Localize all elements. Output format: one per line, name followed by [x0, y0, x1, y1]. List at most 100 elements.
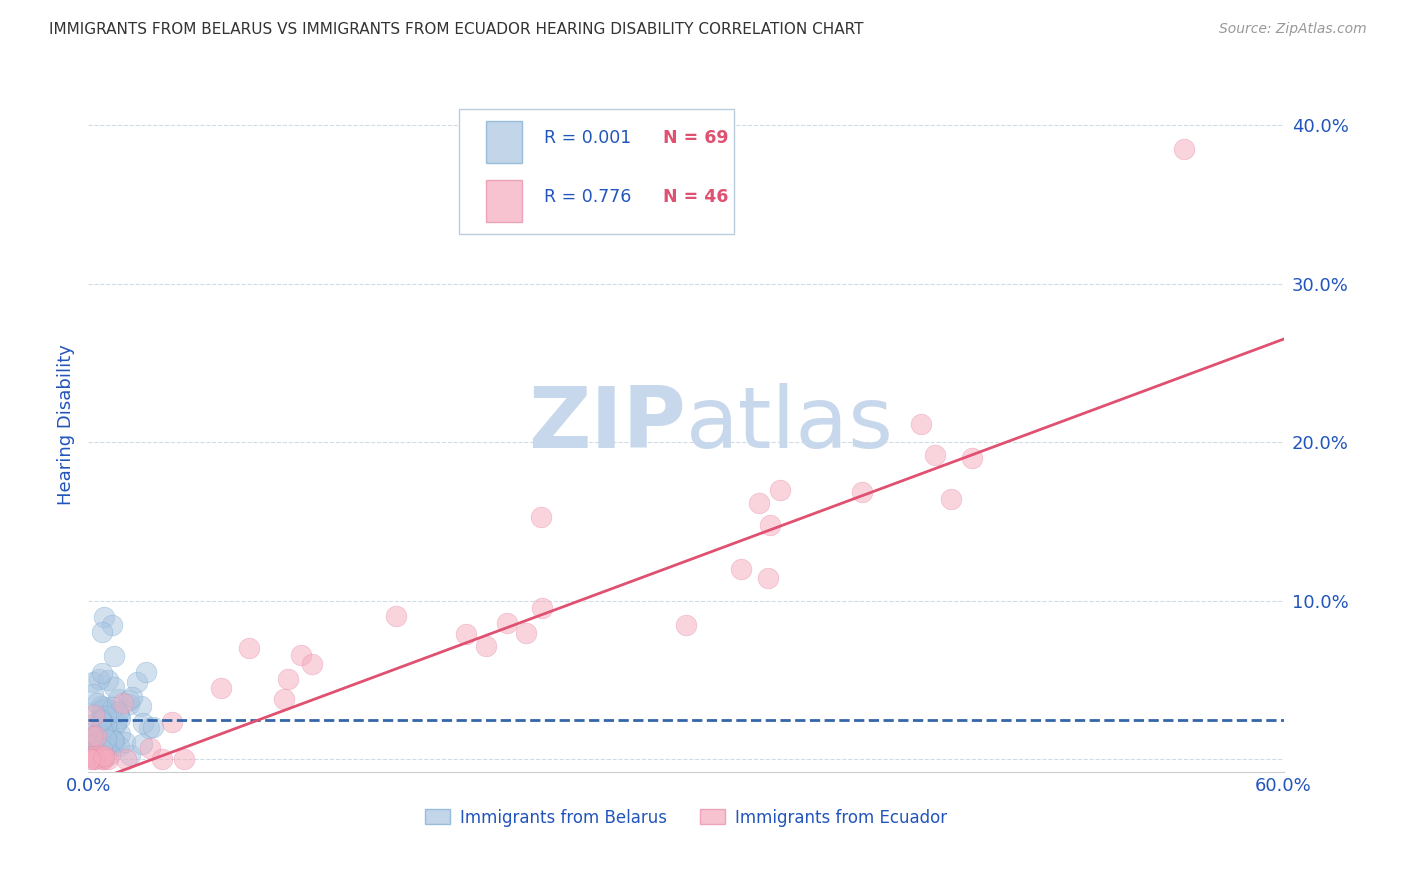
Point — [90, 666, 112, 681]
Point — [276, 672, 298, 686]
Point — [121, 690, 143, 704]
Point — [79, 718, 101, 732]
Point — [108, 711, 131, 725]
Point — [87, 741, 110, 756]
Point — [82, 726, 104, 740]
Point — [83, 707, 105, 722]
Point — [103, 734, 125, 748]
Point — [960, 451, 983, 466]
Point — [91, 752, 114, 766]
Point — [93, 751, 115, 765]
Point — [675, 617, 697, 632]
Point — [103, 700, 125, 714]
Point — [84, 705, 107, 719]
Point — [115, 752, 138, 766]
Point — [94, 716, 117, 731]
Point — [107, 692, 129, 706]
Point — [96, 723, 118, 737]
Text: R = 0.776: R = 0.776 — [544, 188, 631, 206]
Point — [475, 639, 498, 653]
Point — [748, 496, 770, 510]
Point — [515, 625, 537, 640]
Point — [301, 657, 323, 671]
Point — [98, 739, 121, 753]
Point — [108, 739, 131, 754]
Point — [768, 483, 790, 498]
Point — [90, 714, 112, 728]
Point — [82, 749, 104, 764]
Point — [150, 752, 173, 766]
Point — [530, 509, 553, 524]
Point — [93, 748, 115, 763]
Point — [531, 601, 554, 615]
Point — [112, 696, 135, 710]
Point — [108, 708, 131, 723]
Point — [385, 609, 408, 624]
Point — [91, 625, 114, 640]
Y-axis label: Hearing Disability: Hearing Disability — [58, 344, 75, 505]
Text: N = 69: N = 69 — [664, 129, 728, 147]
Point — [107, 705, 129, 719]
Point — [129, 699, 152, 714]
Point — [924, 448, 946, 462]
Point — [96, 732, 118, 747]
Point — [97, 727, 120, 741]
Point — [91, 752, 114, 766]
Point — [496, 616, 519, 631]
Point — [118, 693, 141, 707]
Point — [97, 752, 120, 766]
Point — [98, 747, 121, 762]
Point — [90, 699, 112, 714]
Point — [135, 665, 157, 680]
Point — [89, 747, 111, 762]
Point — [97, 673, 120, 687]
Point — [173, 752, 195, 766]
Legend: Immigrants from Belarus, Immigrants from Ecuador: Immigrants from Belarus, Immigrants from… — [418, 802, 953, 833]
FancyBboxPatch shape — [458, 109, 734, 234]
Point — [851, 484, 873, 499]
Point — [82, 687, 104, 701]
Point — [87, 672, 110, 686]
Point — [910, 417, 932, 431]
Point — [127, 675, 149, 690]
Point — [103, 680, 125, 694]
Point — [103, 648, 125, 663]
Point — [83, 736, 105, 750]
Point — [94, 699, 117, 714]
Point — [160, 715, 183, 730]
Point — [89, 731, 111, 746]
Point — [86, 696, 108, 710]
Point — [89, 723, 111, 737]
Point — [730, 562, 752, 576]
Point — [83, 749, 105, 764]
Point — [96, 740, 118, 755]
Point — [117, 698, 139, 712]
Point — [238, 640, 260, 655]
Point — [142, 720, 165, 734]
Point — [105, 717, 128, 731]
Point — [756, 571, 779, 585]
Point — [86, 727, 108, 741]
Text: Source: ZipAtlas.com: Source: ZipAtlas.com — [1219, 22, 1367, 37]
Text: N = 46: N = 46 — [664, 188, 728, 206]
Point — [80, 729, 103, 743]
Text: atlas: atlas — [686, 384, 894, 467]
Point — [90, 708, 112, 723]
Point — [138, 741, 160, 756]
Point — [1173, 142, 1195, 156]
Point — [100, 730, 122, 744]
Point — [83, 752, 105, 766]
Point — [79, 752, 101, 766]
Point — [138, 721, 160, 735]
Point — [86, 751, 108, 765]
Point — [90, 712, 112, 726]
Point — [110, 727, 132, 741]
Point — [84, 728, 107, 742]
Point — [91, 707, 114, 722]
Point — [93, 710, 115, 724]
Point — [93, 745, 115, 759]
FancyBboxPatch shape — [486, 121, 522, 162]
Point — [86, 742, 108, 756]
Text: IMMIGRANTS FROM BELARUS VS IMMIGRANTS FROM ECUADOR HEARING DISABILITY CORRELATIO: IMMIGRANTS FROM BELARUS VS IMMIGRANTS FR… — [49, 22, 863, 37]
Point — [100, 703, 122, 717]
